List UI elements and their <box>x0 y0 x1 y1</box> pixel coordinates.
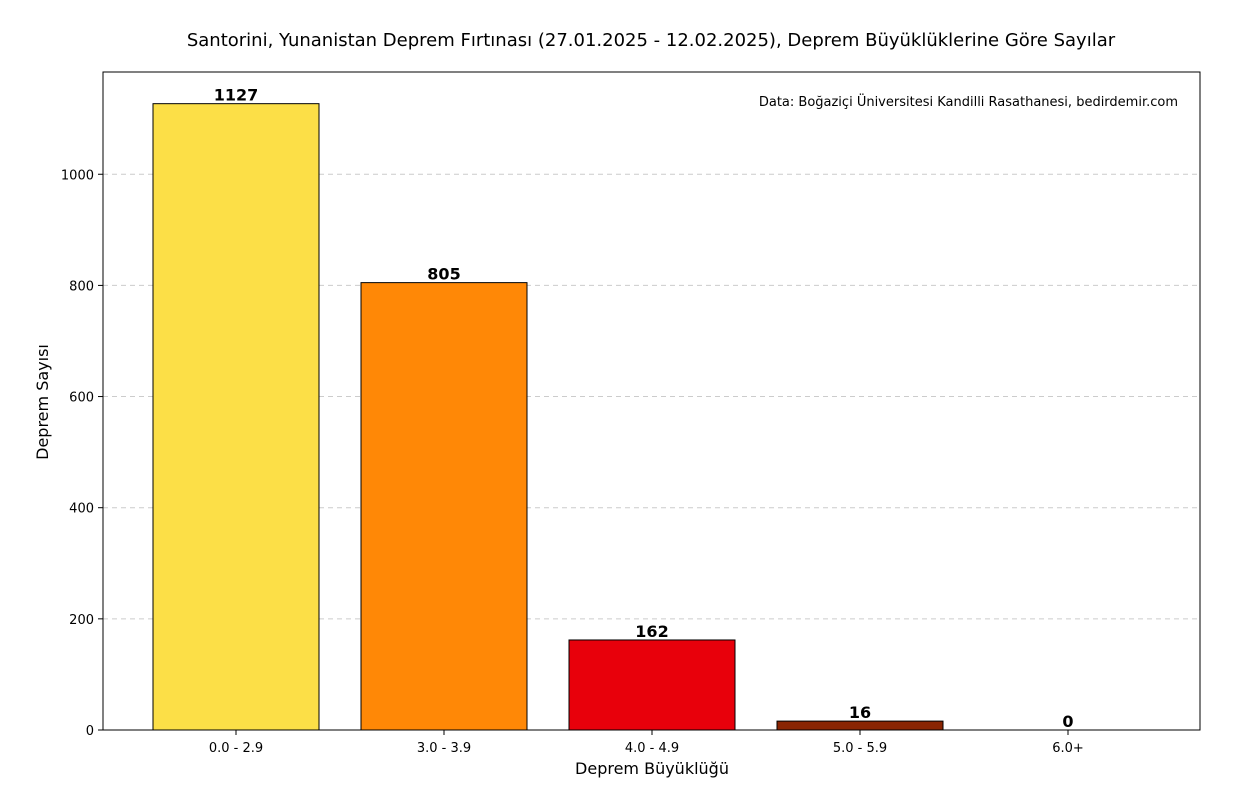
x-tick-label: 6.0+ <box>1052 741 1084 756</box>
bars <box>152 103 944 731</box>
x-axis: 0.0 - 2.9 3.0 - 3.9 4.0 - 4.9 5.0 - 5.9 6.0+ <box>209 730 1084 756</box>
x-axis-label: Deprem Büyüklüğü <box>575 759 729 778</box>
x-tick-label: 0.0 - 2.9 <box>209 741 263 756</box>
bar-0-0-2-9 <box>152 103 320 731</box>
y-axis: 0 200 400 600 800 1000 <box>61 168 103 739</box>
y-tick-label: 400 <box>69 502 94 517</box>
y-tick-label: 1000 <box>61 168 94 183</box>
bar-value-label: 0 <box>1062 712 1073 731</box>
x-tick-label: 5.0 - 5.9 <box>833 741 887 756</box>
y-tick-label: 800 <box>69 279 94 294</box>
bar-value-label: 16 <box>849 703 871 722</box>
y-tick-label: 0 <box>86 724 94 739</box>
x-tick-label: 3.0 - 3.9 <box>417 741 471 756</box>
y-axis-label: Deprem Sayısı <box>33 344 52 460</box>
bar-5-0-5-9 <box>776 720 944 731</box>
chart-title: Santorini, Yunanistan Deprem Fırtınası (… <box>187 30 1116 51</box>
bar-value-label: 1127 <box>214 86 259 105</box>
source-annotation: Data: Boğaziçi Üniversitesi Kandilli Ras… <box>759 93 1178 110</box>
x-tick-label: 4.0 - 4.9 <box>625 741 679 756</box>
y-tick-label: 200 <box>69 613 94 628</box>
bar-4-0-4-9 <box>568 639 736 731</box>
value-labels: 1127 805 162 16 0 <box>214 86 1074 731</box>
bar-3-0-3-9 <box>360 282 528 731</box>
y-tick-label: 600 <box>69 391 94 406</box>
bar-value-label: 162 <box>635 622 668 641</box>
bar-value-label: 805 <box>427 265 460 284</box>
